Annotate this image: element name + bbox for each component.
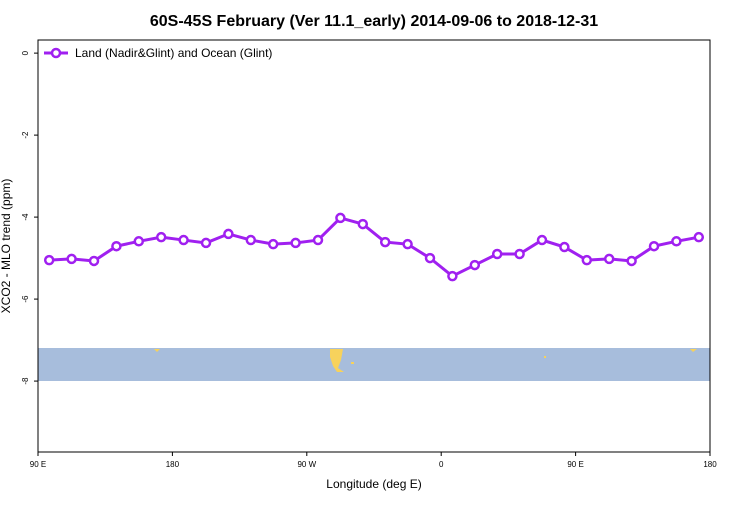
point xyxy=(402,238,413,250)
point xyxy=(581,254,593,266)
map-band xyxy=(38,348,710,381)
ocean xyxy=(38,348,710,381)
point xyxy=(648,240,660,252)
point xyxy=(88,255,100,267)
point xyxy=(133,236,145,247)
y-tick-label: -4 xyxy=(21,213,30,221)
x-tick-label: 180 xyxy=(703,460,717,469)
land xyxy=(154,349,160,352)
point xyxy=(424,252,436,264)
point xyxy=(200,237,212,249)
y-tick-label: -2 xyxy=(21,131,30,139)
point xyxy=(267,238,279,250)
x-tick-label: 90 E xyxy=(567,460,583,469)
point xyxy=(671,236,682,247)
y-axis-label: XCO2 - MLO trend (ppm) xyxy=(0,179,13,314)
legend: Land (Nadir&Glint) and Ocean (Glint) xyxy=(44,46,272,60)
point xyxy=(357,218,369,230)
legend-marker xyxy=(50,47,62,59)
land xyxy=(351,362,354,364)
point xyxy=(514,248,525,260)
point xyxy=(178,234,189,246)
point xyxy=(559,241,570,253)
point xyxy=(379,236,391,248)
point xyxy=(335,212,346,224)
point xyxy=(66,253,77,265)
point xyxy=(469,259,481,271)
x-axis-label: Longitude (deg E) xyxy=(326,477,421,491)
point xyxy=(223,228,234,240)
x-tick-label: 0 xyxy=(439,460,444,469)
point xyxy=(111,240,122,252)
point xyxy=(290,237,301,249)
plot-frame xyxy=(37,39,711,453)
point xyxy=(312,234,324,246)
land xyxy=(544,356,546,358)
point xyxy=(603,253,615,265)
point xyxy=(491,248,503,260)
x-tick-label: 90 W xyxy=(297,460,316,469)
point xyxy=(626,255,637,267)
point xyxy=(155,231,167,243)
point xyxy=(43,254,55,266)
point xyxy=(447,270,458,282)
land xyxy=(330,349,344,372)
y-tick-label: -8 xyxy=(21,377,30,385)
x-tick-label: 180 xyxy=(166,460,180,469)
point xyxy=(693,231,705,243)
x-tick-label: 90 E xyxy=(30,460,46,469)
legend-label: Land (Nadir&Glint) and Ocean (Glint) xyxy=(75,46,272,60)
series-line xyxy=(49,216,700,278)
point xyxy=(536,234,548,246)
y-tick-label: 0 xyxy=(21,50,30,55)
chart-title: 60S-45S February (Ver 11.1_early) 2014-0… xyxy=(150,13,598,30)
y-tick-label: -6 xyxy=(21,295,30,303)
point xyxy=(245,234,257,246)
land xyxy=(690,349,697,352)
